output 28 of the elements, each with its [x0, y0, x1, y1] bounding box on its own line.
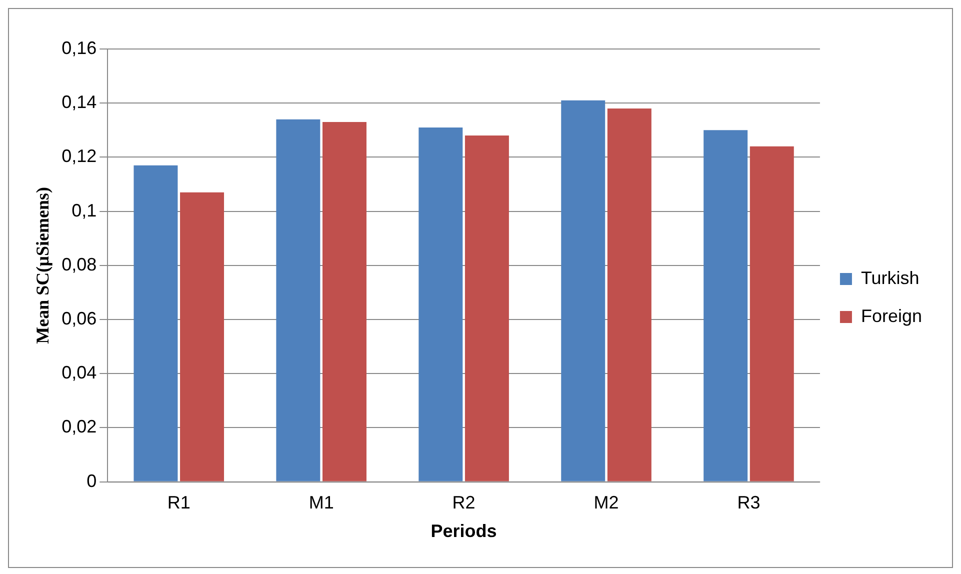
legend-label: Foreign: [860, 306, 922, 326]
x-tick-label: M2: [594, 492, 619, 513]
legend-label: Turkish: [860, 268, 920, 288]
x-tick-label: R3: [737, 492, 760, 513]
y-tick-label: 0,14: [62, 92, 97, 112]
y-tick-label: 0,02: [62, 416, 97, 437]
x-axis-title: Periods: [430, 521, 497, 542]
y-tick-label: 0,1: [72, 200, 97, 220]
y-axis-title: Mean SC(µSiemens): [32, 186, 52, 344]
bar: [704, 130, 748, 482]
x-tick-label: M1: [308, 492, 334, 513]
bar: [561, 100, 606, 482]
bar: [180, 192, 224, 482]
bar: [322, 122, 366, 482]
x-tick-label: R1: [167, 492, 190, 513]
y-tick-label: 0,12: [62, 146, 97, 166]
bar: [464, 136, 509, 482]
bar: [134, 165, 178, 482]
x-tick-label: R2: [452, 492, 476, 513]
bar: [276, 119, 320, 482]
bar: [750, 146, 794, 482]
y-tick-label: 0,08: [62, 254, 97, 274]
y-tick-label: 0,06: [62, 308, 97, 328]
y-tick-label: 0,16: [62, 38, 97, 58]
bar: [607, 108, 652, 482]
y-tick-label: 0,04: [62, 362, 97, 383]
bar: [418, 127, 463, 482]
y-tick-label: 0: [86, 470, 97, 491]
